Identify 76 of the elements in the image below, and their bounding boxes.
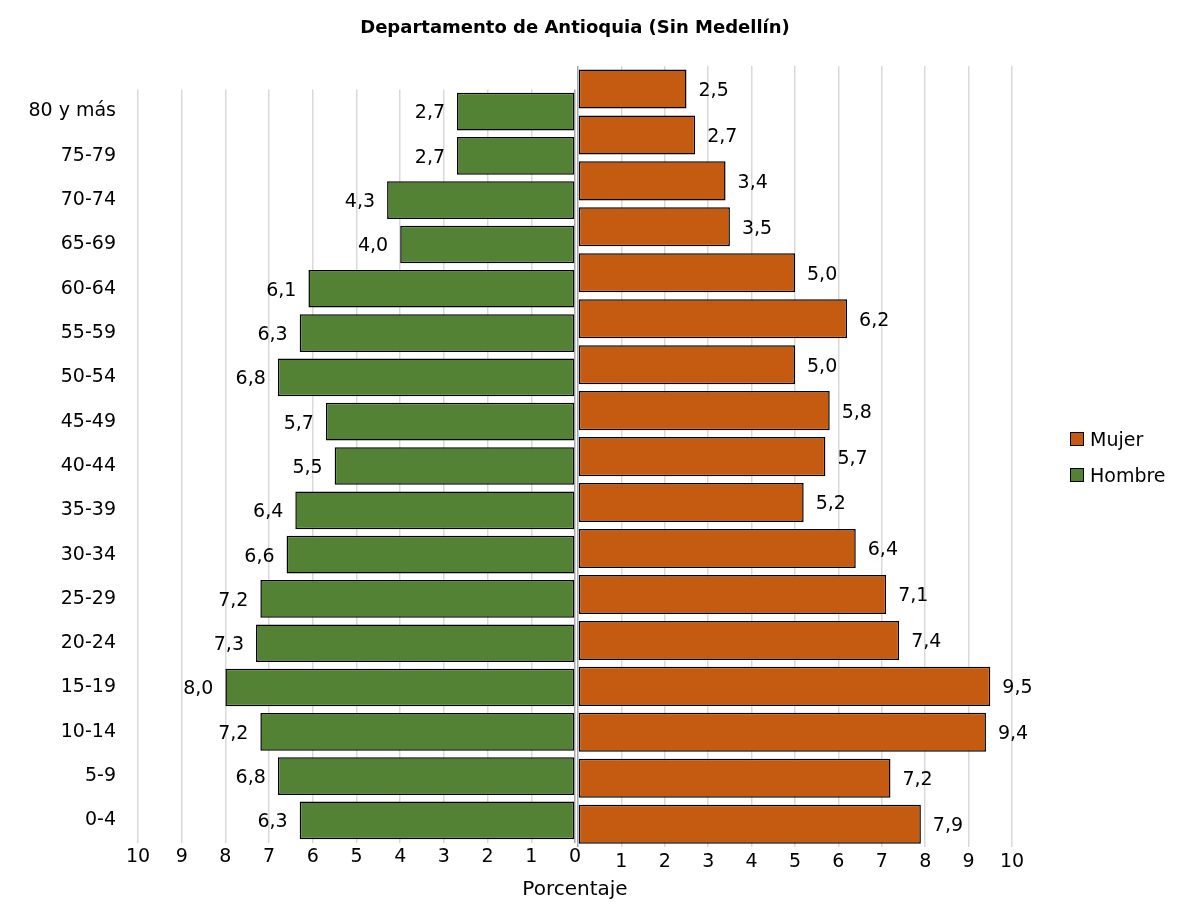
y-tick-label: 60-64 — [60, 275, 116, 298]
x-tick-label: 4 — [394, 843, 407, 866]
data-label: 6,8 — [235, 366, 266, 389]
y-tick-label: 15-19 — [60, 674, 116, 697]
y-tick-label: 65-69 — [60, 231, 116, 254]
data-label: 6,4 — [253, 499, 284, 522]
y-tick-label: 10-14 — [60, 718, 116, 741]
x-tick-label: 5 — [350, 843, 363, 866]
data-label: 6,2 — [859, 307, 890, 330]
data-label: 7,4 — [911, 629, 942, 652]
data-label: 4,3 — [344, 189, 376, 212]
data-label: 4,0 — [357, 233, 389, 256]
data-label: 5,2 — [815, 491, 846, 514]
x-tick-label: 1 — [615, 848, 628, 871]
x-tick-label: 7 — [263, 843, 276, 866]
data-label: 8,0 — [183, 676, 214, 699]
x-tick-label: 2 — [658, 848, 671, 871]
y-tick-label: 45-49 — [60, 408, 116, 431]
data-label: 3,5 — [741, 215, 773, 238]
x-tick-label: 0 — [568, 843, 582, 866]
y-tick-label: 50-54 — [60, 364, 116, 387]
x-tick-label: 4 — [745, 848, 758, 871]
data-label: 7,2 — [218, 587, 249, 610]
x-axis-title: Porcentaje — [522, 876, 628, 900]
y-tick-label: 80 y más — [28, 98, 116, 121]
data-label: 6,6 — [244, 543, 275, 566]
x-tick-label: 10 — [999, 848, 1025, 871]
data-label: 3,4 — [737, 169, 768, 192]
y-tick-label: 0-4 — [84, 807, 116, 830]
data-label: 7,2 — [902, 767, 933, 790]
data-label: 5,8 — [841, 399, 872, 422]
data-label: 5,7 — [283, 410, 314, 433]
data-label: 5,0 — [807, 353, 838, 376]
data-label: 6,1 — [266, 277, 297, 300]
data-label: 9,5 — [1002, 675, 1033, 698]
x-tick-label: 2 — [481, 843, 494, 866]
x-tick-label: 8 — [219, 843, 232, 866]
x-tick-label: 3 — [437, 843, 450, 866]
data-label: 9,4 — [997, 721, 1029, 744]
data-label: 5,0 — [807, 261, 838, 284]
x-tick-label: 8 — [919, 848, 932, 871]
x-tick-label: 10 — [125, 843, 151, 866]
y-tick-label: 40-44 — [60, 452, 116, 475]
y-tick-label: 70-74 — [60, 187, 116, 210]
x-tick-label: 3 — [702, 848, 715, 871]
data-label: 6,8 — [235, 765, 266, 788]
y-tick-label: 20-24 — [60, 630, 116, 653]
data-label: 6,4 — [867, 537, 898, 560]
y-tick-label: 30-34 — [60, 541, 116, 564]
legend-label: Hombre — [1090, 464, 1166, 486]
data-label: 7,9 — [932, 813, 964, 836]
data-label: 2,7 — [414, 100, 446, 123]
y-tick-label: 25-29 — [60, 585, 116, 608]
data-label: 7,1 — [898, 583, 929, 606]
y-tick-label: 75-79 — [60, 142, 116, 165]
y-tick-label: 5-9 — [84, 763, 116, 786]
data-label: 2,7 — [414, 144, 446, 167]
data-label: 2,5 — [698, 77, 729, 100]
x-tick-label: 6 — [306, 843, 319, 866]
x-tick-label: 7 — [875, 848, 888, 871]
x-tick-label: 6 — [832, 848, 845, 871]
data-label: 5,7 — [837, 445, 868, 468]
x-tick-label: 5 — [788, 848, 802, 871]
data-label: 2,7 — [707, 123, 738, 146]
data-label: 7,3 — [213, 632, 244, 655]
chart-title: Departamento de Antioquia (Sin Medellín) — [359, 15, 791, 39]
x-tick-label: 1 — [525, 843, 538, 866]
y-tick-label: 35-39 — [60, 497, 116, 520]
y-tick-label: 55-59 — [60, 320, 116, 343]
x-tick-label: 9 — [175, 843, 188, 866]
legend-label: Mujer — [1090, 428, 1144, 450]
x-tick-label: 9 — [962, 848, 975, 871]
data-label: 5,5 — [292, 454, 323, 477]
data-label: 6,3 — [257, 809, 288, 832]
data-label: 7,2 — [218, 720, 249, 743]
data-label: 6,3 — [257, 322, 288, 345]
